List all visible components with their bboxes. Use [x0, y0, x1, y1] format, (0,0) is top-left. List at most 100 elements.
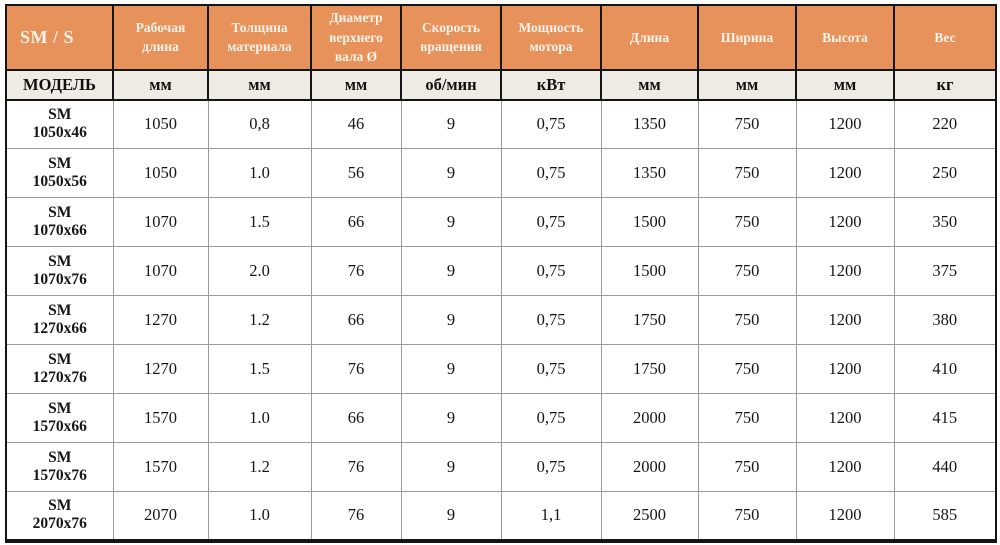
value-cell: 1050 [112, 148, 209, 199]
value-cell: 750 [697, 246, 797, 297]
units-row: МОДЕЛЬ мм мм мм об/мин кВт мм мм мм кг [5, 68, 997, 101]
column-header-height: Высота [795, 4, 895, 71]
model-cell: SM 1570x76 [5, 442, 114, 493]
value-cell: 1.0 [207, 393, 312, 444]
table-row: SM 1050x46 1050 0,8 46 9 0,75 1350 750 1… [5, 99, 997, 150]
unit-motor-power: кВт [500, 68, 602, 101]
value-cell: 9 [400, 491, 502, 542]
value-cell: 1050 [112, 99, 209, 150]
model-cell: SM 1570x66 [5, 393, 114, 444]
value-cell: 2500 [600, 491, 699, 542]
value-cell: 1.2 [207, 295, 312, 346]
value-cell: 9 [400, 442, 502, 493]
value-cell: 250 [893, 148, 997, 199]
value-cell: 1.2 [207, 442, 312, 493]
value-cell: 1,1 [500, 491, 602, 542]
model-cell: SM 1070x66 [5, 197, 114, 248]
model-cell: SM 1050x46 [5, 99, 114, 150]
table-header: SM / S Рабочая длина Толщина материала Д… [5, 4, 997, 101]
value-cell: 410 [893, 344, 997, 395]
value-cell: 76 [310, 246, 402, 297]
header-row: SM / S Рабочая длина Толщина материала Д… [5, 4, 997, 71]
value-cell: 9 [400, 295, 502, 346]
value-cell: 1200 [795, 491, 895, 542]
value-cell: 1270 [112, 295, 209, 346]
value-cell: 2000 [600, 442, 699, 493]
table-row: SM 1270x76 1270 1.5 76 9 0,75 1750 750 1… [5, 344, 997, 395]
value-cell: 0,75 [500, 393, 602, 444]
value-cell: 750 [697, 491, 797, 542]
value-cell: 9 [400, 148, 502, 199]
value-cell: 9 [400, 99, 502, 150]
unit-weight: кг [893, 68, 997, 101]
unit-rotation-speed: об/мин [400, 68, 502, 101]
column-header-length: Длина [600, 4, 699, 71]
value-cell: 2070 [112, 491, 209, 542]
value-cell: 76 [310, 491, 402, 542]
value-cell: 66 [310, 393, 402, 444]
value-cell: 0,8 [207, 99, 312, 150]
value-cell: 1200 [795, 99, 895, 150]
value-cell: 56 [310, 148, 402, 199]
value-cell: 380 [893, 295, 997, 346]
value-cell: 9 [400, 246, 502, 297]
unit-material-thickness: мм [207, 68, 312, 101]
value-cell: 1.5 [207, 344, 312, 395]
value-cell: 1.0 [207, 148, 312, 199]
value-cell: 350 [893, 197, 997, 248]
column-header-upper-shaft-diameter: Диаметр верхнего вала Ø [310, 4, 402, 71]
value-cell: 750 [697, 99, 797, 150]
unit-working-length: мм [112, 68, 209, 101]
value-cell: 1200 [795, 148, 895, 199]
table-row: SM 1270x66 1270 1.2 66 9 0,75 1750 750 1… [5, 295, 997, 346]
value-cell: 0,75 [500, 442, 602, 493]
value-cell: 2.0 [207, 246, 312, 297]
value-cell: 375 [893, 246, 997, 297]
unit-length: мм [600, 68, 699, 101]
column-header-material-thickness: Толщина материала [207, 4, 312, 71]
value-cell: 9 [400, 393, 502, 444]
value-cell: 66 [310, 197, 402, 248]
model-cell: SM 1270x76 [5, 344, 114, 395]
value-cell: 750 [697, 148, 797, 199]
column-header-motor-power: Мощность мотора [500, 4, 602, 71]
model-column-header: МОДЕЛЬ [5, 68, 114, 101]
table-row: SM 1070x76 1070 2.0 76 9 0,75 1500 750 1… [5, 246, 997, 297]
value-cell: 750 [697, 295, 797, 346]
value-cell: 0,75 [500, 99, 602, 150]
value-cell: 585 [893, 491, 997, 542]
model-cell: SM 1070x76 [5, 246, 114, 297]
value-cell: 9 [400, 344, 502, 395]
spec-table: SM / S Рабочая длина Толщина материала Д… [5, 4, 997, 543]
value-cell: 66 [310, 295, 402, 346]
value-cell: 1200 [795, 442, 895, 493]
model-cell: SM 1050x56 [5, 148, 114, 199]
value-cell: 0,75 [500, 295, 602, 346]
value-cell: 220 [893, 99, 997, 150]
value-cell: 0,75 [500, 148, 602, 199]
value-cell: 1570 [112, 442, 209, 493]
table-body: SM 1050x46 1050 0,8 46 9 0,75 1350 750 1… [5, 99, 997, 542]
value-cell: 1750 [600, 295, 699, 346]
value-cell: 1270 [112, 344, 209, 395]
value-cell: 1.0 [207, 491, 312, 542]
table-row: SM 1570x66 1570 1.0 66 9 0,75 2000 750 1… [5, 393, 997, 444]
value-cell: 0,75 [500, 197, 602, 248]
value-cell: 9 [400, 197, 502, 248]
value-cell: 0,75 [500, 246, 602, 297]
value-cell: 76 [310, 442, 402, 493]
value-cell: 1200 [795, 197, 895, 248]
value-cell: 415 [893, 393, 997, 444]
value-cell: 1350 [600, 99, 699, 150]
value-cell: 750 [697, 442, 797, 493]
column-header-weight: Вес [893, 4, 997, 71]
value-cell: 1200 [795, 393, 895, 444]
table-row: SM 1570x76 1570 1.2 76 9 0,75 2000 750 1… [5, 442, 997, 493]
unit-upper-shaft-diameter: мм [310, 68, 402, 101]
value-cell: 0,75 [500, 344, 602, 395]
value-cell: 1.5 [207, 197, 312, 248]
value-cell: 750 [697, 344, 797, 395]
value-cell: 1200 [795, 295, 895, 346]
table-row: SM 1050x56 1050 1.0 56 9 0,75 1350 750 1… [5, 148, 997, 199]
